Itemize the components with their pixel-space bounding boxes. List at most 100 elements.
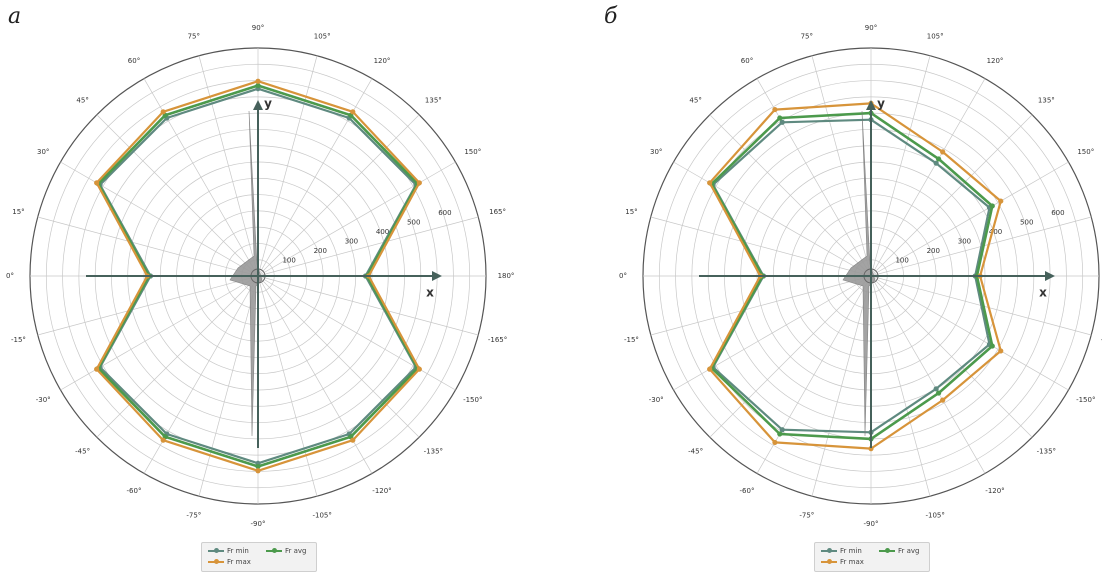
grid-spoke [257, 275, 318, 497]
angle-tick-label: 150° [1077, 148, 1094, 156]
radial-tick-label: 300 [345, 237, 358, 245]
angle-tick-label: -30° [649, 396, 664, 404]
grid-spoke [870, 275, 986, 474]
legend-item-fr-max: Fr max [208, 558, 251, 566]
legend-label: Fr min [840, 547, 862, 555]
radial-tick-label: 500 [407, 218, 420, 226]
grid-spoke [870, 114, 1033, 277]
angle-tick-label: 180° [498, 272, 515, 280]
y-axis-label: y [877, 97, 885, 111]
grid-spoke [257, 275, 420, 438]
radial-tick-label: 100 [282, 256, 295, 264]
series-point [989, 343, 995, 349]
angle-tick-label: 105° [314, 32, 331, 40]
angle-tick-label: 150° [464, 148, 481, 156]
grid-spoke [198, 55, 259, 277]
series-point [998, 348, 1004, 354]
series-point [772, 106, 778, 113]
series-point [707, 180, 713, 186]
radial-tick-label: 600 [1051, 209, 1064, 217]
series-point [940, 149, 946, 155]
angle-tick-label: -165° [1101, 336, 1102, 344]
series-point [933, 160, 939, 166]
series-point [935, 390, 942, 396]
series-point [94, 366, 100, 372]
angle-tick-label: 120° [987, 57, 1004, 65]
legend-item-fr-min: Fr min [821, 547, 862, 555]
grid-spoke [60, 161, 259, 277]
angle-tick-label: 90° [252, 24, 264, 32]
angle-tick-label: 135° [425, 97, 442, 105]
legend-item-fr-max: Fr max [821, 558, 864, 566]
radial-tick-label: 500 [1020, 218, 1033, 226]
angle-tick-label: 120° [374, 57, 391, 65]
legend-label: Fr min [227, 547, 249, 555]
grid-spoke [870, 275, 931, 497]
angle-tick-label: -75° [799, 512, 814, 520]
angle-tick-label: -90° [251, 520, 266, 528]
angle-tick-label: -105° [312, 512, 331, 520]
polar-chart-b: 0°15°30°45°60°75°90°105°120°135°150°165°… [619, 24, 1102, 528]
angle-tick-label: 105° [927, 32, 944, 40]
angle-tick-label: -45° [75, 447, 90, 455]
angle-tick-label: 60° [128, 57, 140, 65]
angle-tick-label: 90° [865, 24, 877, 32]
radial-tick-label: 200 [927, 247, 940, 255]
grid-spoke [96, 275, 259, 438]
series-point [707, 366, 713, 372]
series-point [416, 366, 422, 372]
grid-spoke [673, 275, 872, 391]
angle-tick-label: -15° [624, 336, 639, 344]
grid-spoke [257, 161, 456, 277]
series-point [933, 386, 939, 392]
angle-tick-label: 45° [689, 97, 701, 105]
series-point [350, 437, 356, 443]
grid-spoke [37, 216, 259, 277]
angle-tick-label: 15° [625, 208, 637, 216]
grid-spoke [870, 55, 931, 277]
angle-tick-label: 135° [1038, 97, 1055, 105]
angle-tick-label: 0° [619, 272, 627, 280]
angle-tick-label: 15° [12, 208, 24, 216]
angle-tick-label: -135° [424, 447, 443, 455]
series-point [350, 109, 356, 115]
angle-tick-label: 75° [801, 32, 813, 40]
grid-spoke [37, 275, 259, 336]
angle-tick-label: -165° [488, 336, 507, 344]
radial-tick-label: 100 [895, 256, 908, 264]
angle-tick-label: -135° [1037, 447, 1056, 455]
radial-tick-label: 300 [958, 237, 971, 245]
angle-tick-label: -45° [688, 447, 703, 455]
angle-tick-label: -60° [740, 487, 755, 495]
panel-label-b: б [604, 4, 618, 29]
legend-item-fr-min: Fr min [208, 547, 249, 555]
series-point [777, 115, 783, 121]
series-point [255, 468, 261, 474]
angle-tick-label: 30° [650, 148, 662, 156]
y-axis-arrow [866, 100, 876, 110]
x-axis-label: x [426, 286, 434, 300]
angle-tick-label: -15° [11, 336, 26, 344]
series-point [935, 156, 942, 162]
radial-tick-label: 200 [314, 247, 327, 255]
angle-tick-label: -150° [1076, 396, 1095, 404]
angle-tick-label: -90° [864, 520, 879, 528]
polar-chart-a: 0° 15° 30° 45° 60° 75° 90° 105° 120° 135° 150° 165°… [6, 24, 514, 528]
radial-tick-label: 600 [438, 209, 451, 217]
series-point [160, 109, 166, 115]
series-point [160, 437, 166, 443]
grid-spoke [673, 161, 872, 277]
series-point [416, 180, 422, 186]
x-axis-arrow [432, 271, 442, 281]
grid-spoke [811, 55, 872, 277]
angle-tick-label: 0° [6, 272, 14, 280]
grid-spoke [650, 275, 872, 336]
angle-tick-label: -120° [372, 487, 391, 495]
grid-spoke [870, 275, 1033, 438]
grid-spoke [257, 216, 479, 277]
radial-tick-label: 400 [376, 228, 389, 236]
x-axis-label: x [1039, 286, 1047, 300]
grid-spoke [870, 275, 1069, 391]
angle-tick-label: -105° [925, 512, 944, 520]
chart-legend-b: Fr min Fr avg Fr max [814, 542, 930, 572]
